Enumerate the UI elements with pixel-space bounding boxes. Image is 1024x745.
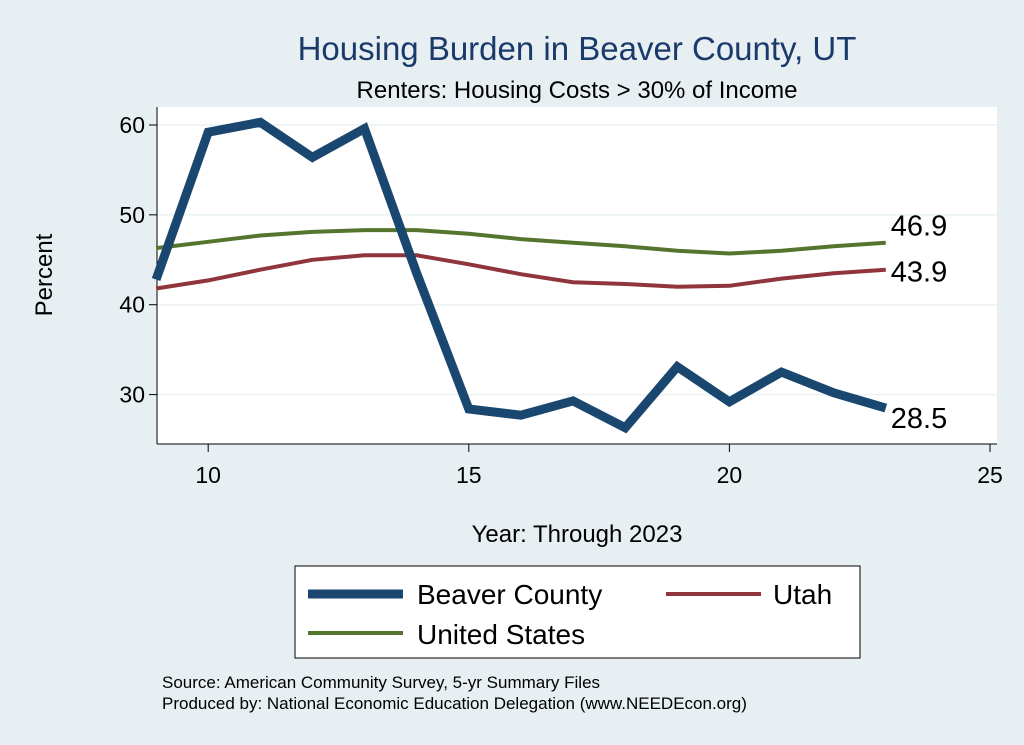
tick-labels: 30 40 50 60 10 15 20 25 [119,112,1002,488]
x-tick-label: 15 [456,462,482,488]
series-line-utah [155,253,886,291]
gridlines [157,124,997,396]
legend: Beaver County Utah United States [294,565,861,659]
x-tick-label: 20 [717,462,743,488]
chart-subtitle: Renters: Housing Costs > 30% of Income [357,77,798,104]
x-tick-label: 25 [977,462,1003,488]
source-note: Source: American Community Survey, 5-yr … [162,673,600,692]
legend-label-united-states: United States [417,619,585,650]
x-tick-label: 10 [195,462,221,488]
y-tick-label: 60 [119,112,145,138]
end-labels: 28.5 43.9 46.9 [891,211,947,435]
x-axis-label: Year: Through 2023 [472,521,683,548]
chart-title: Housing Burden in Beaver County, UT [298,30,857,67]
series-line-united-states [155,228,886,256]
legend-label-utah: Utah [773,579,832,610]
y-tick-label: 50 [119,202,145,228]
series-line-beaver-county [151,117,888,434]
y-axis-label: Percent [31,233,58,316]
y-tick-label: 30 [119,382,145,408]
legend-label-beaver-county: Beaver County [417,579,602,610]
legend-box [294,565,861,659]
plot-area [157,107,997,444]
y-tick-label: 40 [119,292,145,318]
end-label-utah: 43.9 [891,257,947,289]
end-label-united-states: 46.9 [891,211,947,243]
producer-note: Produced by: National Economic Education… [162,694,747,713]
series-lines [151,117,888,434]
end-label-beaver-county: 28.5 [891,403,947,435]
